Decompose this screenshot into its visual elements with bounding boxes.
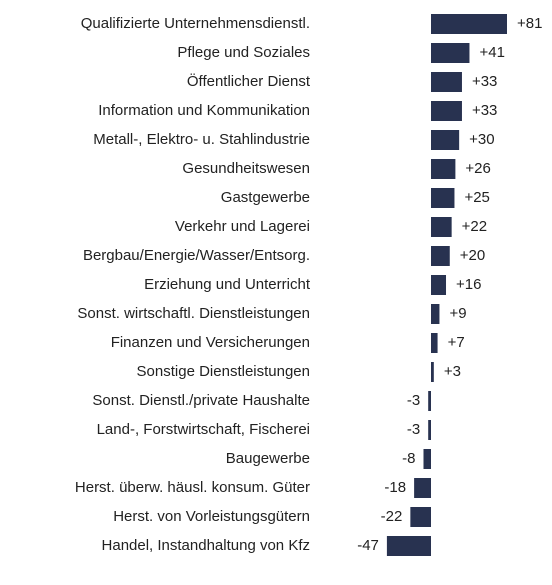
bar [431, 188, 455, 208]
bar [423, 449, 431, 469]
value-label: +20 [460, 247, 485, 264]
category-label: Baugewerbe [226, 450, 310, 467]
category-label: Bergbau/Energie/Wasser/Entsorg. [83, 247, 310, 264]
value-label: +41 [479, 44, 504, 61]
bar [431, 130, 460, 150]
value-label: +16 [456, 276, 481, 293]
category-label: Sonstige Dienstleistungen [137, 363, 310, 380]
bar [431, 101, 462, 121]
category-label: Land-, Forstwirtschaft, Fischerei [97, 421, 310, 438]
category-label: Herst. überw. häusl. konsum. Güter [75, 479, 310, 496]
value-label: -47 [357, 537, 379, 554]
bar [431, 217, 452, 237]
value-label: +26 [465, 160, 490, 177]
value-label: -22 [381, 508, 403, 525]
bar [431, 304, 440, 324]
value-label: -8 [402, 450, 415, 467]
category-label: Erziehung und Unterricht [144, 276, 311, 293]
bar [431, 362, 434, 382]
bar [431, 275, 447, 295]
value-label: +30 [469, 131, 494, 148]
value-label: +81 [517, 15, 542, 32]
value-label: -3 [407, 421, 420, 438]
value-label: +33 [472, 73, 497, 90]
bar [428, 391, 431, 411]
bar [431, 72, 462, 92]
value-label: -3 [407, 392, 420, 409]
bar [431, 333, 438, 353]
value-label: +7 [448, 334, 465, 351]
category-label: Finanzen und Versicherungen [111, 334, 310, 351]
value-label: +3 [444, 363, 461, 380]
category-label: Sonst. wirtschaftl. Dienstleistungen [77, 305, 310, 322]
value-label: -18 [384, 479, 406, 496]
category-label: Handel, Instandhaltung von Kfz [102, 537, 310, 554]
category-label: Herst. von Vorleistungsgütern [113, 508, 310, 525]
bar [431, 14, 507, 34]
category-label: Verkehr und Lagerei [175, 218, 310, 235]
category-label: Gesundheitswesen [182, 160, 310, 177]
bar [431, 43, 470, 63]
bar [428, 420, 431, 440]
category-label: Öffentlicher Dienst [187, 72, 311, 90]
category-label: Gastgewerbe [221, 189, 310, 206]
category-label: Sonst. Dienstl./private Haushalte [92, 392, 310, 409]
bar [414, 478, 431, 498]
value-label: +9 [449, 305, 466, 322]
category-label: Metall-, Elektro- u. Stahlindustrie [93, 131, 310, 148]
bar [431, 246, 450, 266]
bar [431, 159, 456, 179]
category-label: Information und Kommunikation [98, 102, 310, 119]
value-label: +22 [462, 218, 487, 235]
category-label: Pflege und Soziales [177, 44, 310, 61]
bar [386, 536, 431, 556]
value-label: +25 [464, 189, 489, 206]
bar [410, 507, 431, 527]
category-label: Qualifizierte Unternehmensdienstl. [81, 15, 310, 32]
value-label: +33 [472, 102, 497, 119]
